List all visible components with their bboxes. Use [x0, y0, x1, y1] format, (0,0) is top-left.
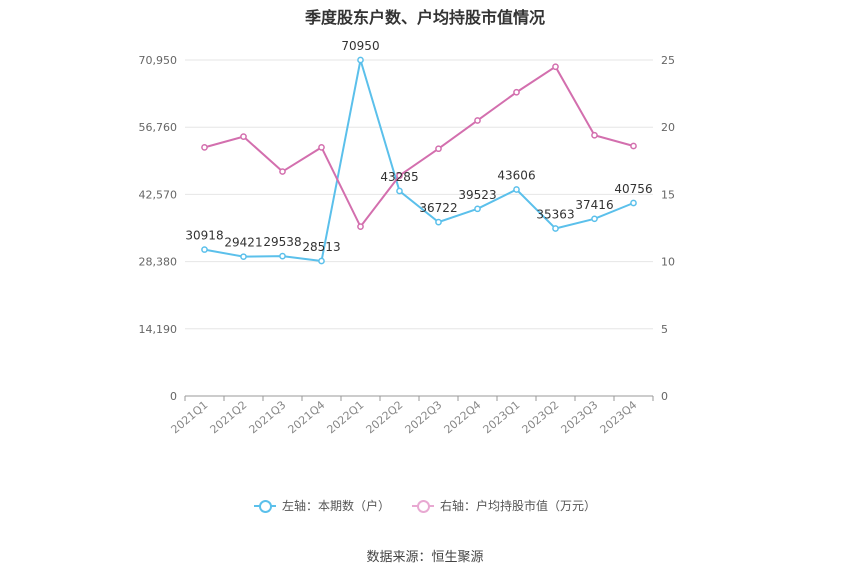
right-series-point [279, 168, 286, 175]
y-right-tick-label: 5 [661, 323, 668, 336]
right-series-point [240, 133, 247, 140]
y-left-tick-label: 70,950 [139, 54, 178, 67]
y-right-tick-label: 20 [661, 121, 675, 134]
x-tick-label: 2021Q2 [208, 398, 250, 436]
right-series-point [396, 172, 403, 179]
y-left-tick-label: 28,380 [139, 256, 178, 269]
x-tick-label: 2023Q1 [481, 398, 523, 436]
x-tick-label: 2022Q4 [442, 398, 484, 436]
legend-label-left-series: 左轴：本期数（户） [281, 499, 390, 513]
y-right-tick-label: 10 [661, 256, 675, 269]
x-tick-label: 2021Q4 [286, 398, 328, 436]
y-left-tick-label: 42,570 [139, 188, 178, 201]
x-tick-label: 2022Q1 [325, 398, 367, 436]
right-series-point [591, 131, 598, 139]
y-right-tick-label: 15 [661, 188, 675, 201]
left-series-point [435, 218, 442, 226]
legend-marker-right-series [412, 499, 434, 513]
left-series-point [474, 205, 481, 213]
right-series-point [435, 145, 442, 153]
legend-item-right-series[interactable]: 右轴：户均持股市值（万元） [412, 497, 596, 514]
right-series-line [204, 65, 634, 229]
data-label: 70950 [341, 39, 379, 53]
data-label: 29421 [224, 236, 262, 250]
left-series-point [279, 252, 286, 260]
left-series-point [396, 187, 403, 195]
data-label: 29538 [263, 235, 301, 249]
data-label: 43285 [380, 170, 418, 184]
y-left-tick-label: 0 [170, 390, 177, 403]
x-tick-label: 2023Q3 [559, 398, 601, 436]
right-series-point [474, 117, 481, 124]
legend-item-left-series[interactable]: 左轴：本期数（户） [253, 497, 390, 514]
left-series-point [513, 186, 520, 193]
line-chart: 0 0 14,190 5 28,380 10 42,570 15 56,760 20 70,950 2… [139, 39, 676, 436]
data-label: 37416 [575, 198, 613, 212]
x-tick-label: 2023Q4 [598, 398, 640, 436]
data-label: 36722 [419, 201, 457, 215]
legend-marker-left-series [253, 499, 276, 513]
left-series-point [201, 246, 208, 253]
x-tick-label: 2022Q3 [403, 398, 445, 436]
y-left-tick-label: 14,190 [139, 323, 178, 336]
left-series-point [318, 257, 325, 265]
right-series-point [552, 63, 559, 71]
x-tick-label: 2021Q3 [247, 398, 289, 436]
source-note: 数据来源：恒生聚源 [366, 550, 484, 565]
right-series-point [201, 144, 208, 151]
chart-title: 季度股东户数、户均持股市值情况 [304, 8, 545, 27]
y-right-tick-label: 0 [661, 390, 668, 403]
left-series-point [630, 199, 637, 207]
left-series-point [240, 253, 247, 261]
y-left-tick-label: 56,760 [139, 121, 178, 134]
x-tick-label: 2021Q1 [169, 398, 211, 436]
left-series-point [552, 225, 559, 232]
right-series-point [630, 142, 637, 150]
x-tick-label: 2023Q2 [520, 398, 562, 436]
data-label: 40756 [614, 182, 652, 196]
data-label: 30918 [185, 229, 223, 243]
data-label: 43606 [497, 168, 535, 182]
right-series-point [318, 144, 325, 151]
left-series-point [591, 215, 598, 223]
legend: 左轴：本期数（户） 右轴：户均持股市值（万元） [0, 497, 850, 514]
right-series-point [357, 223, 364, 231]
data-label: 35363 [536, 208, 574, 222]
data-label: 28513 [302, 240, 340, 254]
left-series-line [204, 59, 634, 263]
right-series-point [513, 88, 520, 96]
left-series-point [357, 56, 364, 64]
data-label: 39523 [458, 188, 496, 202]
y-right-tick-label: 25 [661, 54, 675, 67]
x-tick-label: 2022Q2 [364, 398, 406, 436]
legend-label-right-series: 右轴：户均持股市值（万元） [440, 499, 597, 513]
